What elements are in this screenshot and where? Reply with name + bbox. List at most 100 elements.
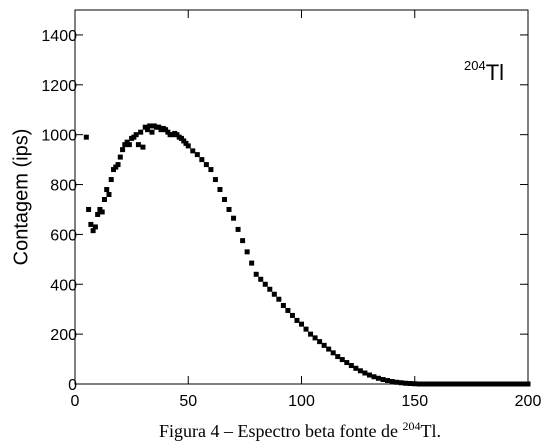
point (253, 271, 259, 277)
point (249, 260, 255, 266)
point (312, 335, 318, 341)
point (199, 157, 205, 163)
point (434, 381, 440, 387)
point (203, 162, 209, 168)
point (212, 177, 218, 183)
point (353, 365, 359, 371)
point (335, 354, 341, 360)
point (235, 226, 241, 232)
point (294, 317, 300, 323)
point (149, 129, 155, 135)
point (317, 339, 323, 345)
point (403, 380, 409, 386)
point (366, 372, 372, 378)
point (321, 342, 327, 348)
caption-text: Tl. (420, 421, 441, 441)
caption-text: Figura 4 – Espectro beta fonte de (159, 421, 402, 441)
point (99, 209, 105, 215)
point (462, 381, 468, 387)
point (502, 381, 508, 387)
point (516, 381, 522, 387)
point (299, 321, 304, 327)
point (115, 162, 121, 168)
point (421, 381, 427, 387)
y-tick-label: 200 (50, 327, 77, 344)
annotation-text: Tl (486, 60, 504, 85)
point (147, 123, 153, 129)
y-tick-label: 400 (50, 277, 77, 294)
point (326, 346, 332, 352)
point (389, 379, 395, 385)
point (271, 291, 277, 297)
point (362, 370, 368, 376)
point (493, 381, 499, 387)
point (244, 249, 250, 255)
point (471, 381, 477, 387)
point (231, 215, 237, 221)
caption: Figura 4 – Espectro beta fonte de 204Tl. (159, 419, 441, 441)
point (221, 196, 227, 202)
point (117, 154, 123, 160)
point (285, 307, 291, 313)
point (262, 281, 268, 287)
point (376, 375, 382, 381)
point (385, 378, 391, 384)
point (126, 142, 132, 148)
y-tick-label: 600 (50, 227, 77, 244)
point (466, 381, 472, 387)
point (106, 192, 112, 198)
y-tick-label: 1200 (41, 78, 77, 95)
point (308, 331, 314, 337)
point (267, 286, 273, 292)
point (412, 381, 418, 387)
point (303, 326, 309, 332)
point (394, 379, 400, 385)
point (88, 221, 94, 227)
point (144, 127, 150, 133)
x-tick-label: 50 (179, 393, 197, 410)
point (380, 377, 386, 383)
point (339, 357, 345, 363)
x-tick-label: 0 (71, 393, 80, 410)
point (135, 142, 141, 148)
point (430, 381, 436, 387)
point (443, 381, 449, 387)
point (226, 206, 232, 212)
point (140, 144, 146, 150)
point (101, 196, 107, 202)
point (276, 296, 282, 302)
point (83, 134, 89, 140)
point (120, 147, 126, 153)
point (289, 312, 295, 318)
point (133, 132, 139, 138)
point (407, 381, 413, 387)
point (344, 360, 350, 366)
annotation: 204Tl (464, 58, 504, 85)
point (185, 143, 191, 149)
point (357, 368, 363, 374)
point (425, 381, 431, 387)
point (104, 187, 110, 193)
x-tick-label: 150 (401, 393, 428, 410)
point (208, 167, 214, 173)
point (489, 381, 495, 387)
point (480, 381, 486, 387)
caption-sup: 204 (402, 419, 420, 433)
annotation-sup: 204 (464, 58, 486, 73)
point (217, 187, 223, 193)
point (90, 228, 96, 234)
point (453, 381, 459, 387)
point (330, 350, 336, 356)
point (138, 129, 144, 135)
point (416, 381, 422, 387)
point (240, 238, 246, 244)
point (520, 381, 526, 387)
point (511, 381, 517, 387)
y-tick-label: 0 (68, 377, 77, 394)
point (398, 380, 404, 386)
point (108, 177, 114, 183)
point (194, 152, 200, 158)
point (475, 381, 481, 387)
